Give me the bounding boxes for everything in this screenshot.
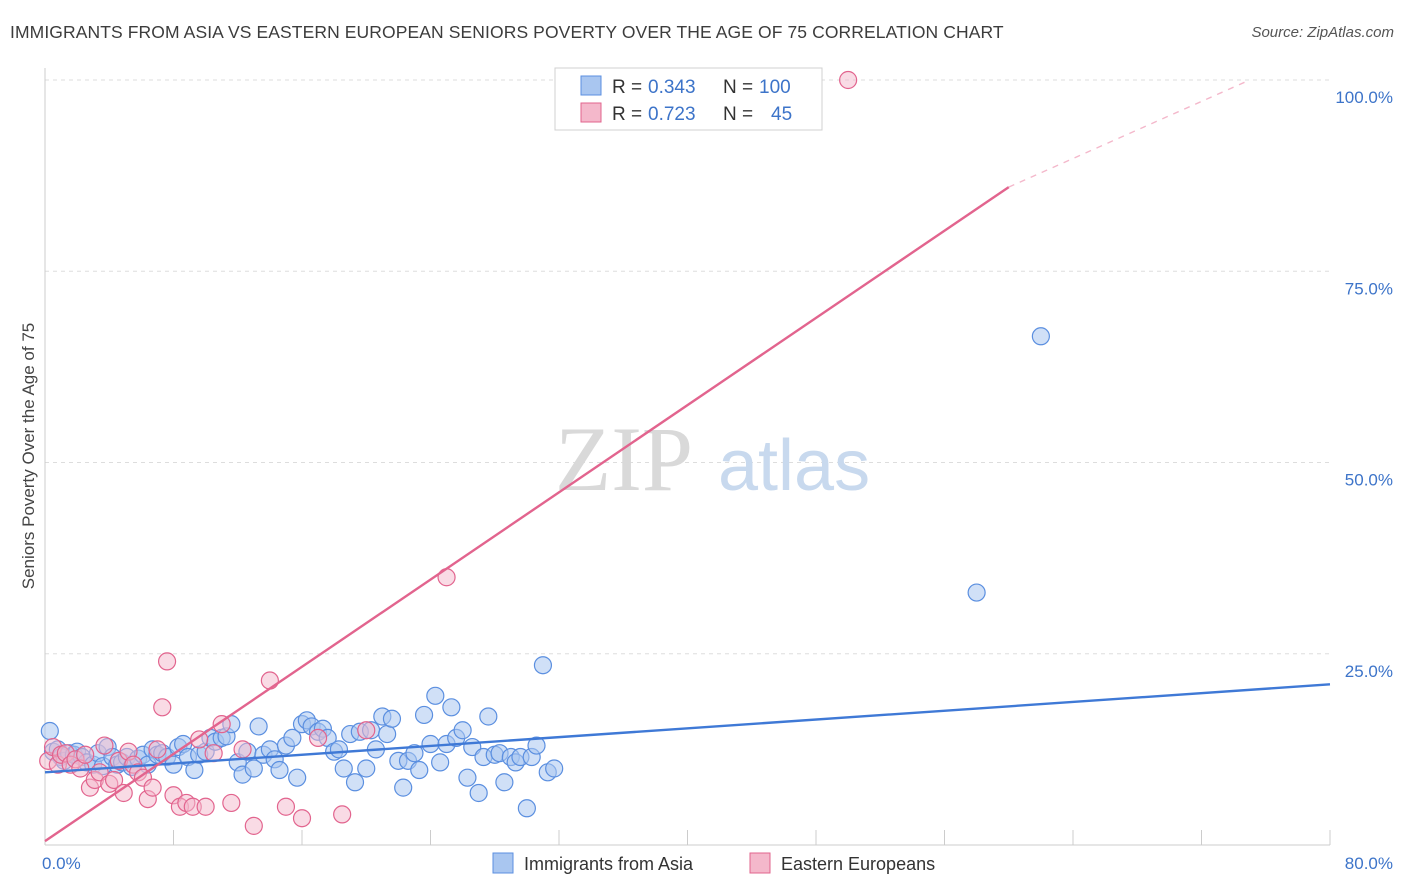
point-eastern-european — [104, 770, 124, 790]
point-eastern-european — [204, 744, 223, 763]
trend-line-eastern-european — [44, 186, 1010, 843]
legend-r-value: 0.723 — [648, 104, 696, 125]
legend-swatch-blue — [580, 75, 602, 96]
point-eastern-european — [212, 715, 231, 734]
point-eastern-european — [357, 721, 376, 740]
point-asia — [414, 705, 434, 725]
legend-swatch-pink — [580, 102, 602, 123]
y-tick-label: 75.0% — [1345, 279, 1393, 298]
point-asia — [967, 583, 986, 602]
y-tick-labels: 25.0% 50.0% 75.0% 100.0% — [1335, 88, 1393, 681]
point-asia — [345, 773, 365, 792]
point-eastern-european — [233, 740, 252, 759]
watermark: ZIP atlas — [555, 408, 870, 510]
point-eastern-european — [76, 745, 95, 764]
x-tick-label: 0.0% — [42, 854, 81, 873]
chart-title: IMMIGRANTS FROM ASIA VS EASTERN EUROPEAN… — [10, 22, 1004, 42]
y-tick-label: 100.0% — [1335, 88, 1393, 107]
point-eastern-european — [333, 805, 352, 824]
x-tick-labels: 0.0% 80.0% — [42, 854, 1393, 873]
point-asia — [421, 734, 440, 754]
legend-r-label: R = — [612, 77, 642, 98]
y-axis-title: Seniors Poverty Over the Age of 75 — [19, 323, 38, 589]
series-legend: Immigrants from Asia Eastern Europeans — [492, 852, 935, 874]
legend-n-label: N = — [723, 104, 753, 125]
point-asia — [517, 799, 536, 818]
point-asia — [382, 709, 402, 728]
point-asia — [357, 759, 376, 778]
point-asia — [405, 744, 424, 763]
point-asia — [185, 760, 204, 780]
axes — [44, 68, 1331, 846]
point-asia — [244, 759, 263, 778]
point-eastern-european — [190, 730, 209, 749]
grid-lines — [45, 79, 1330, 655]
point-eastern-european — [148, 740, 167, 759]
point-asia — [40, 721, 59, 741]
x-tick-label: 80.0% — [1345, 854, 1393, 873]
point-eastern-european — [260, 671, 279, 690]
watermark-zip: ZIP — [555, 408, 693, 510]
correlation-legend: R = 0.343 N = 100 R = 0.723 N = 45 — [554, 67, 823, 131]
point-asia — [288, 768, 307, 787]
point-asia — [479, 707, 498, 726]
point-asia — [495, 773, 514, 792]
bottom-legend-label: Immigrants from Asia — [524, 854, 694, 874]
point-asia — [458, 768, 477, 787]
source-credit: Source: ZipAtlas.com — [1251, 24, 1394, 41]
point-eastern-european — [196, 797, 215, 816]
y-tick-label: 25.0% — [1345, 662, 1393, 681]
point-asia — [533, 656, 553, 675]
bottom-legend-swatch-blue — [492, 852, 514, 874]
point-asia — [270, 760, 289, 780]
series-eastern-europeans — [39, 70, 858, 835]
point-asia — [249, 717, 268, 736]
y-tick-label: 50.0% — [1345, 471, 1393, 490]
point-asia — [334, 759, 353, 778]
point-eastern-european — [222, 793, 241, 813]
point-asia — [394, 778, 413, 797]
point-eastern-european — [153, 698, 172, 717]
point-asia — [453, 721, 472, 740]
point-asia — [283, 728, 302, 748]
legend-r-label: R = — [612, 104, 642, 125]
point-eastern-european — [292, 809, 312, 828]
point-asia — [431, 753, 450, 772]
point-asia — [329, 740, 349, 759]
point-eastern-european — [143, 778, 162, 797]
point-eastern-european — [308, 728, 328, 748]
point-eastern-european — [244, 816, 263, 835]
point-asia — [410, 760, 429, 780]
watermark-atlas: atlas — [718, 426, 870, 506]
point-asia — [426, 686, 445, 705]
point-eastern-european — [276, 797, 296, 816]
bottom-legend-label: Eastern Europeans — [781, 854, 935, 874]
legend-n-value: 100 — [759, 77, 791, 98]
legend-n-value: 45 — [771, 104, 792, 125]
trend-line-extension — [1008, 79, 1250, 188]
point-asia — [545, 759, 564, 778]
trend-lines — [44, 79, 1331, 843]
point-asia — [469, 783, 488, 803]
point-asia — [442, 698, 461, 717]
point-asia — [1031, 327, 1050, 346]
legend-r-value: 0.343 — [648, 77, 696, 98]
point-eastern-european — [157, 652, 177, 671]
point-eastern-european — [839, 70, 858, 90]
point-asia — [378, 724, 397, 744]
trend-line-asia — [44, 683, 1331, 774]
point-asia — [527, 736, 546, 755]
legend-n-label: N = — [723, 77, 753, 98]
bottom-legend-swatch-pink — [749, 852, 771, 874]
point-eastern-european — [95, 736, 114, 755]
